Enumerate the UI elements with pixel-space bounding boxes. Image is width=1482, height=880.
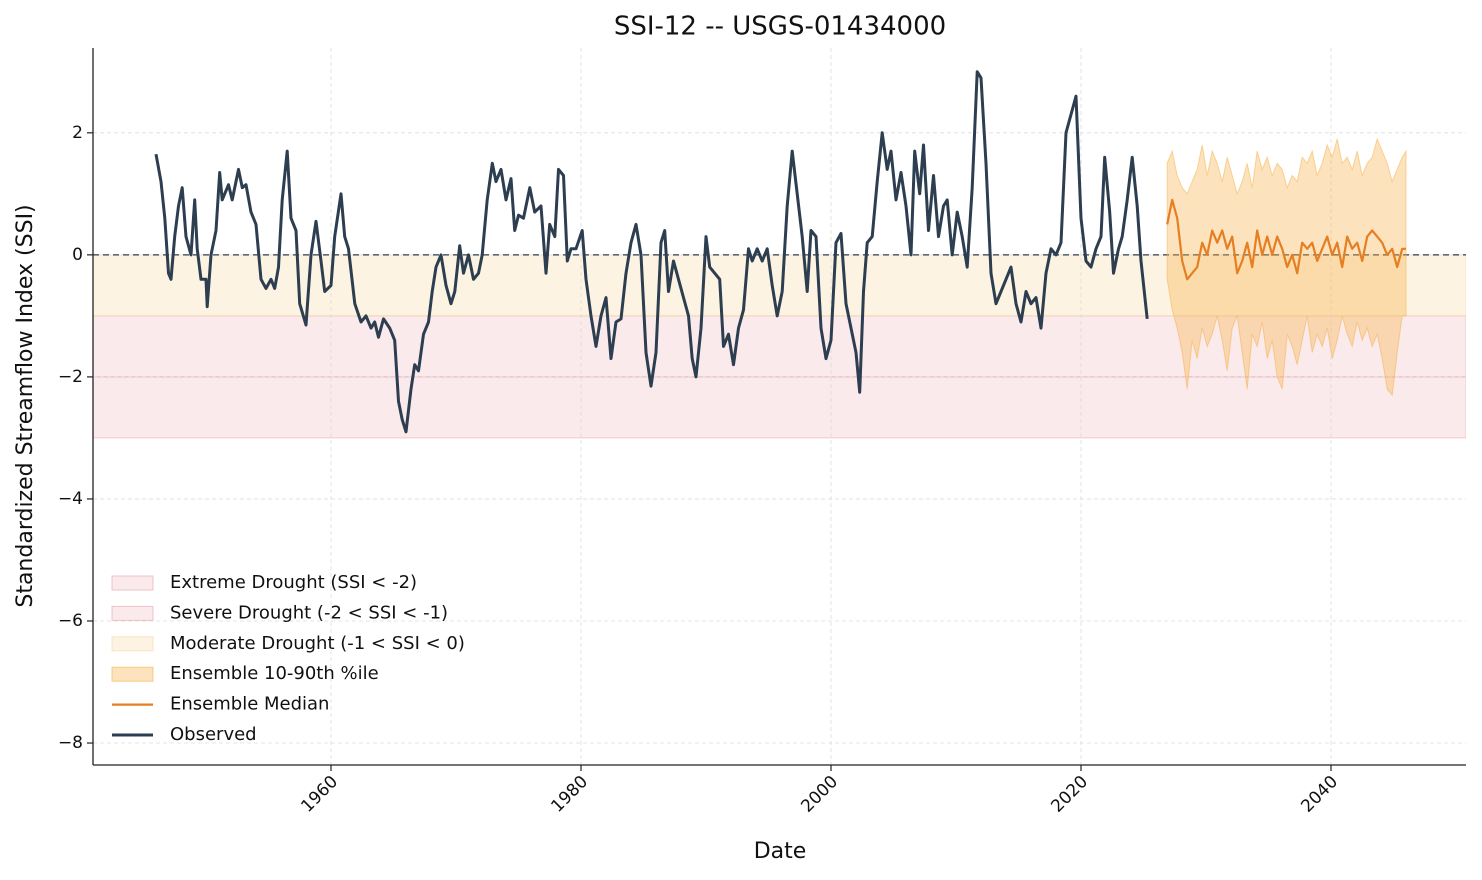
legend-label: Observed (170, 724, 257, 745)
y-tick-label: 2 (72, 123, 83, 143)
y-tick-label: −4 (58, 489, 83, 509)
y-tick-label: −8 (58, 733, 83, 753)
legend-label: Moderate Drought (-1 < SSI < 0) (170, 633, 465, 654)
y-tick-label: 0 (72, 245, 83, 265)
legend-swatch (111, 636, 154, 652)
y-tick-label: −6 (58, 611, 83, 631)
legend-swatch (111, 575, 154, 591)
legend-label: Ensemble Median (170, 694, 329, 715)
chart-title: SSI-12 -- USGS-01434000 (614, 12, 946, 42)
x-tick-label: 1980 (547, 772, 592, 817)
legend-label: Extreme Drought (SSI < -2) (170, 572, 417, 593)
y-tick-label: −2 (58, 367, 83, 387)
legend-swatch (111, 605, 154, 621)
y-axis-label: Standardized Streamflow Index (SSI) (13, 204, 38, 607)
x-tick-label: 2000 (797, 772, 842, 817)
x-tick-label: 2040 (1297, 772, 1342, 817)
drought-band (93, 376, 1466, 439)
legend-label: Severe Drought (-2 < SSI < -1) (170, 602, 448, 623)
drought-band (93, 315, 1466, 378)
series-line (1166, 198, 1406, 281)
x-tick-label: 2020 (1047, 772, 1092, 817)
series-line (154, 70, 1149, 434)
legend-label: Ensemble 10-90th %ile (170, 663, 379, 684)
x-axis-label: Date (754, 839, 807, 864)
legend-swatch (111, 666, 154, 682)
plot-area (93, 48, 1466, 765)
x-tick-label: 1960 (297, 772, 342, 817)
